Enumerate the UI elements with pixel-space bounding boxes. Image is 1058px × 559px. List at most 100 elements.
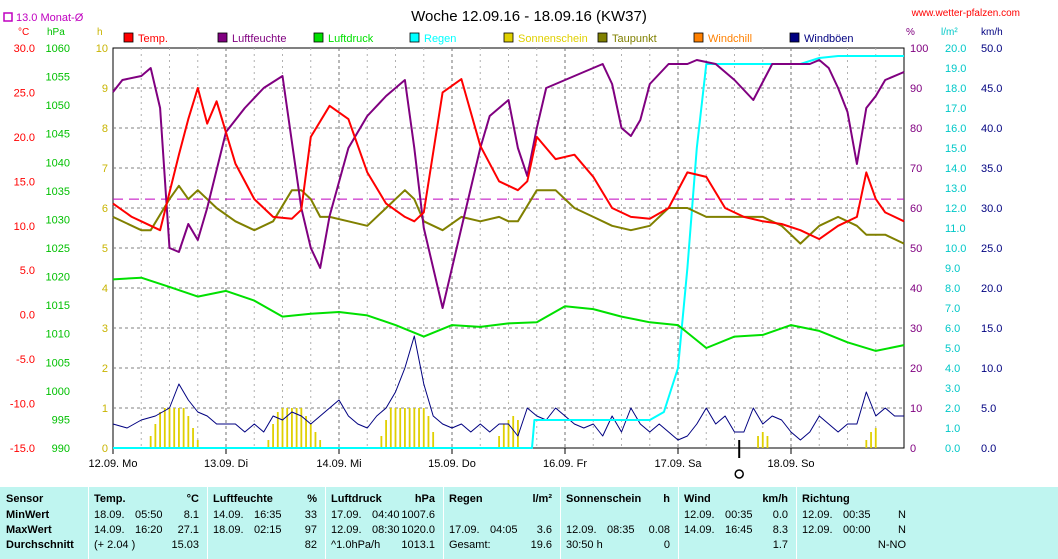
sunshine-bar [163,408,166,448]
humidity-tick-label: 60 [910,203,922,215]
website-label[interactable]: www.wetter-pfalzen.com [911,8,1020,19]
sunshine-tick-label: 2 [102,363,108,375]
temp-tick-label: -5.0 [16,354,35,366]
sunshine-bar [178,408,180,448]
monthly-avg-marker-icon [3,12,13,22]
sunshine-bar [408,408,411,448]
stats-column: Sensor MinWert MaxWert Durchschnitt [0,487,88,559]
sunshine-bar [427,416,430,448]
sunshine-bar [149,436,152,448]
sunshine-tick-label: 4 [102,283,108,295]
stats-cell-time: 05:50 [135,509,163,521]
stats-cell-label: (+ 2.04 ) [94,539,136,551]
stats-cell-label: 12.09. [802,524,833,536]
wind-tick-label: 40.0 [981,123,1002,135]
sunshine-bar [272,424,274,448]
stats-separator [207,487,208,559]
stats-cell-value: 0 [663,539,670,551]
rain-tick-label: 8.0 [945,283,960,295]
stats-separator [678,487,679,559]
humidity-tick-label: 0 [910,443,916,455]
stats-cell-label: Gesamt: [449,539,491,551]
stats-cell-value: 33 [304,509,317,521]
stats-cell-label: 17.09. [331,509,362,521]
rain-tick-label: 6.0 [945,323,960,335]
pressure-tick-label: 1005 [46,357,70,369]
day-label: 16.09. Fr [543,458,587,470]
temp-tick-label: 10.0 [14,221,35,233]
wind-tick-label: 30.0 [981,203,1002,215]
stats-column: Luftdruck hPa 17.09. 04:40 1007.6 12.09. 08:30… [325,487,443,559]
legend-label: Sonnenschein [518,33,588,45]
series-line-luftdruck [112,276,905,352]
stats-column: Sonnenschein h 12.09. 08:35 0.08 30:50 h 0 [560,487,678,559]
stats-cell-value: N [898,524,906,536]
wind-tick-label: 45.0 [981,83,1002,95]
stats-separator [443,487,444,559]
temp-tick-label: 5.0 [20,265,35,277]
rain-tick-label: 0.0 [945,443,960,455]
series-line-taupunkt [112,184,905,245]
stats-cell-label: 14.09. [684,524,715,536]
stats-column: Temp. °C 18.09. 05:50 8.1 14.09. 16:20 27.1 (+ 2… [88,487,207,559]
sunshine-bar [761,432,764,448]
temp-unit-label: °C [18,27,29,38]
rain-tick-label: 10.0 [945,243,966,255]
stats-cell-value: 8.1 [183,509,199,521]
stats-cell-value: 82 [304,539,317,551]
sunshine-tick-label: 7 [102,163,108,175]
stats-cell-value: 15.03 [171,539,199,551]
sunshine-bar [870,432,872,448]
pressure-tick-label: 1040 [46,157,70,169]
wind-tick-label: 20.0 [981,283,1002,295]
wind-unit-label: km/h [981,27,1003,38]
rain-tick-label: 3.0 [945,383,960,395]
stats-cell-value: N [898,509,906,521]
stats-unit: l/m² [532,493,552,505]
stats-cell-label: 14.09. [213,509,244,521]
legend-swatch [503,32,514,43]
sunshine-bar [498,436,500,448]
rain-tick-label: 19.0 [945,63,966,75]
legend-label: Windchill [708,33,752,45]
wind-tick-label: 0.0 [981,443,996,455]
series-line-windben [112,335,904,441]
rain-tick-label: 15.0 [945,143,966,155]
sunshine-bar [422,408,425,448]
humidity-tick-label: 10 [910,403,922,415]
pressure-tick-label: 990 [52,443,70,455]
rain-tick-label: 1.0 [945,423,960,435]
stats-cell-value: 1013.1 [401,539,435,551]
sunshine-bar [305,416,307,448]
stats-cell-time: 04:05 [490,524,518,536]
temp-tick-label: 25.0 [14,87,35,99]
stats-header: Sonnenschein [566,493,642,505]
stats-cell-value: 27.1 [177,524,199,536]
rain-tick-label: 11.0 [945,223,966,235]
stats-column: Richtung 12.09. 00:35 N 12.09. 00:00 N N-NO [796,487,914,559]
stats-cell-value: 0.08 [648,524,670,536]
sunshine-tick-label: 5 [102,243,108,255]
stats-cell-time: 00:35 [725,509,753,521]
series-line-luftfeuchte [112,59,905,309]
stats-cell-label: 30:50 h [566,539,603,551]
sunshine-bar [291,408,293,448]
temp-tick-label: -10.0 [10,399,35,411]
rain-tick-label: 4.0 [945,363,960,375]
sunshine-bar [182,408,185,448]
sunshine-bar [389,408,392,448]
pressure-tick-label: 1025 [46,243,70,255]
stats-column: Wind km/h 12.09. 00:35 0.0 14.09. 16:45 8.3 1.7 [678,487,796,559]
sunshine-bar [757,436,759,448]
pressure-tick-label: 1010 [46,329,70,341]
stats-cell-label: Durchschnitt [6,539,74,551]
stats-header: Temp. [94,493,126,505]
stats-cell-label: 12.09. [331,524,362,536]
sunshine-bar [865,440,868,448]
sunshine-bar [418,408,420,448]
sunshine-bar [192,428,194,448]
chart-title: Woche 12.09.16 - 18.09.16 (KW37) [411,8,647,25]
sunshine-tick-label: 10 [96,43,108,55]
rain-tick-label: 14.0 [945,163,966,175]
stats-separator [325,487,326,559]
